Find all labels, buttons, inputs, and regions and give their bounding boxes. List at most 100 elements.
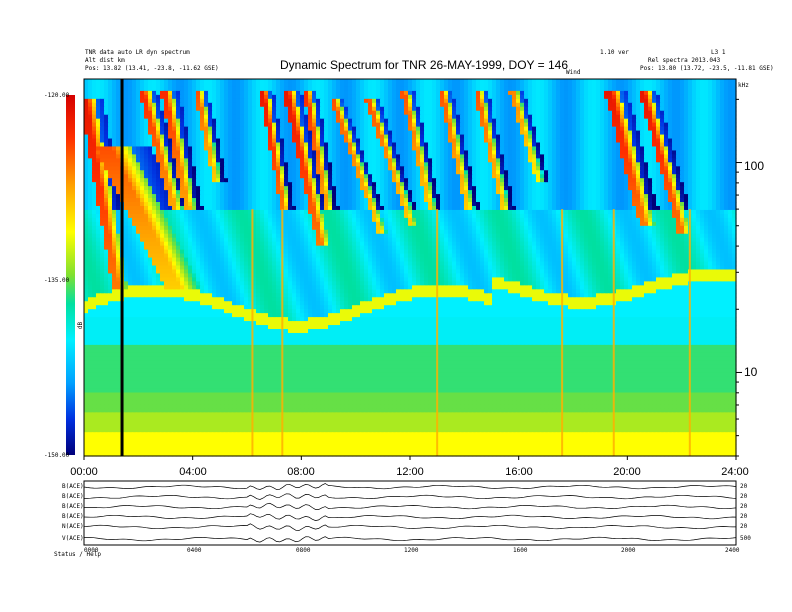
spectrogram-cell (260, 166, 265, 171)
spectrogram-cell (404, 198, 409, 203)
spectrogram-cell (532, 134, 537, 140)
spectrogram-cell (332, 90, 337, 96)
spectrogram-cell (604, 154, 609, 159)
spectrogram-cell (472, 134, 477, 140)
spectrogram-cell (608, 122, 613, 128)
spectrogram-cell (448, 102, 453, 108)
spectrogram-cell (536, 178, 541, 183)
spectrogram-cell (132, 138, 137, 144)
spectrogram-cell (100, 94, 105, 100)
spectrogram-cell (508, 94, 513, 100)
spectrogram-cell (380, 186, 385, 191)
spectrogram-cell (364, 166, 369, 171)
spectrogram-cell (312, 198, 317, 203)
spectrogram-cell (356, 194, 361, 199)
spectrogram-cell (520, 90, 525, 96)
spectrogram-cell (292, 154, 297, 159)
spectrogram-cell (720, 118, 725, 124)
spectrogram-cell (548, 118, 553, 124)
spectrogram-cell (464, 122, 469, 128)
spectrogram-cell (276, 126, 281, 132)
spectrogram-cell (396, 106, 401, 112)
spectrogram-cell (348, 130, 353, 136)
spectrogram-cell (524, 170, 529, 175)
spectrogram-cell (676, 102, 681, 108)
spectrogram-cell (136, 154, 141, 159)
spectrogram-cell (408, 146, 413, 152)
spectrogram-cell (112, 166, 117, 171)
spectrogram-cell (256, 194, 261, 199)
spectrogram-cell (312, 162, 317, 167)
spectrogram-cell (568, 126, 573, 132)
spectrogram-cell (608, 166, 613, 171)
spectrogram-cell (408, 186, 413, 191)
spectrogram-cell (216, 110, 221, 116)
spectrogram-cell (364, 154, 369, 159)
spectrogram-cell (588, 174, 593, 179)
spectrogram-cell (484, 86, 489, 92)
spectrogram-cell (560, 178, 565, 183)
spectrogram-cell (428, 146, 433, 152)
spectrogram-cell (276, 170, 281, 175)
spectrogram-cell (364, 190, 369, 195)
spectrogram-cell (496, 126, 501, 132)
spectrogram-cell (384, 94, 389, 100)
spectrogram-cell (464, 194, 469, 199)
spectrogram-cell (324, 114, 329, 120)
spectrogram-cell (540, 174, 545, 179)
spectrogram-cell (552, 106, 557, 112)
spectrogram-cell (276, 162, 281, 167)
spectrogram-cell (660, 194, 665, 199)
spectrogram-cell (268, 90, 273, 96)
spectrogram-cell (172, 174, 177, 179)
spectrogram-cell (692, 150, 697, 155)
spectrogram-cell (664, 182, 669, 187)
spectrogram-cell (556, 178, 561, 183)
spectrogram-cell (592, 106, 597, 112)
spectrogram-cell (360, 170, 365, 175)
spectrogram-cell (416, 98, 421, 104)
spectrogram-cell (312, 118, 317, 124)
spectrogram-cell (176, 98, 181, 104)
spectrogram-cell (508, 126, 513, 132)
spectrogram-cell (336, 198, 341, 203)
spectrogram-cell (308, 130, 313, 136)
spectrogram-cell (96, 114, 101, 120)
spectrogram-cell (620, 102, 625, 108)
spectrogram-cell (224, 198, 229, 203)
spectrogram-cell (92, 186, 97, 191)
spectrogram-cell (280, 186, 285, 191)
spectrogram-cell (220, 178, 225, 183)
spectrogram-cell (516, 126, 521, 132)
spectrogram-cell (368, 170, 373, 175)
spectrogram-cell (112, 130, 117, 136)
spectrogram-cell (268, 158, 273, 163)
spectrogram-cell (140, 110, 145, 116)
spectrogram-cell (496, 130, 501, 136)
spectrogram-cell (280, 158, 285, 163)
spectrogram-cell (216, 86, 221, 92)
spectrogram-cell (484, 134, 489, 140)
spectrogram-cell (128, 170, 133, 175)
spectrogram-cell (340, 94, 345, 100)
spectrogram-cell (684, 178, 689, 183)
spectrogram-cell (696, 126, 701, 132)
spectrogram-cell (468, 102, 473, 108)
spectrogram-cell (256, 79, 261, 84)
spectrogram-cell (240, 146, 245, 152)
spectrogram-cell (704, 158, 709, 163)
spectrogram-cell (432, 98, 437, 104)
spectrogram-cell (496, 182, 501, 187)
spectrogram-cell (652, 186, 657, 191)
spectrogram-cell (212, 130, 217, 136)
spectrogram-cell (148, 114, 153, 120)
spectrogram-cell (532, 178, 537, 183)
spectrogram-cell (592, 170, 597, 175)
spectrogram-cell (220, 194, 225, 199)
spectrogram-cell (336, 186, 341, 191)
spectrogram-cell (520, 166, 525, 171)
spectrogram-cell (84, 94, 89, 100)
spectrogram-cell (600, 182, 605, 187)
spectrogram-cell (324, 162, 329, 167)
spectrogram-cell (544, 86, 549, 92)
